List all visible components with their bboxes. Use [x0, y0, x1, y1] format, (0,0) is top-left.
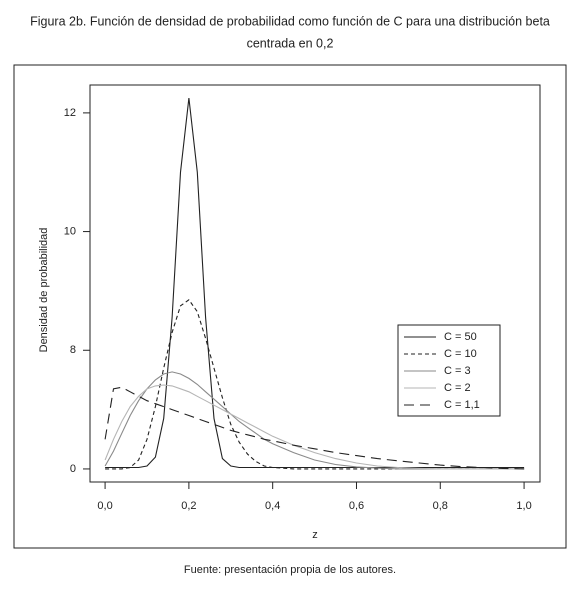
series-line — [105, 98, 525, 469]
series-line — [104, 371, 525, 470]
source-note: Fuente: presentación propia de los autor… — [184, 564, 396, 576]
frame — [13, 64, 567, 549]
legend-label: C = 1,1 — [444, 399, 480, 411]
x-tick-label: 0,4 — [265, 500, 280, 512]
y-tick-label: 0 — [70, 463, 76, 475]
legend-label: C = 10 — [444, 348, 477, 360]
x-tick-label: 0,2 — [181, 500, 196, 512]
legend-label: C = 50 — [444, 331, 477, 343]
x-tick-label: 0,0 — [97, 500, 112, 512]
plot-area — [89, 84, 541, 483]
y-axis-label: Densidad de probabilidad — [38, 228, 50, 353]
legend-label: C = 2 — [444, 382, 471, 394]
y-tick-label: 8 — [70, 344, 76, 356]
chart-title: centrada en 0,2 — [247, 36, 334, 50]
x-axis-label: z — [312, 529, 318, 541]
y-tick-label: 12 — [64, 107, 76, 119]
series-line — [104, 384, 525, 470]
x-tick-label: 0,6 — [349, 500, 364, 512]
series-line — [104, 386, 525, 470]
x-tick-label: 0,8 — [433, 500, 448, 512]
y-tick-label: 10 — [64, 225, 76, 237]
chart-title: Figura 2b. Función de densidad de probab… — [30, 14, 550, 28]
x-tick-label: 1,0 — [516, 500, 531, 512]
legend-label: C = 3 — [444, 365, 471, 377]
